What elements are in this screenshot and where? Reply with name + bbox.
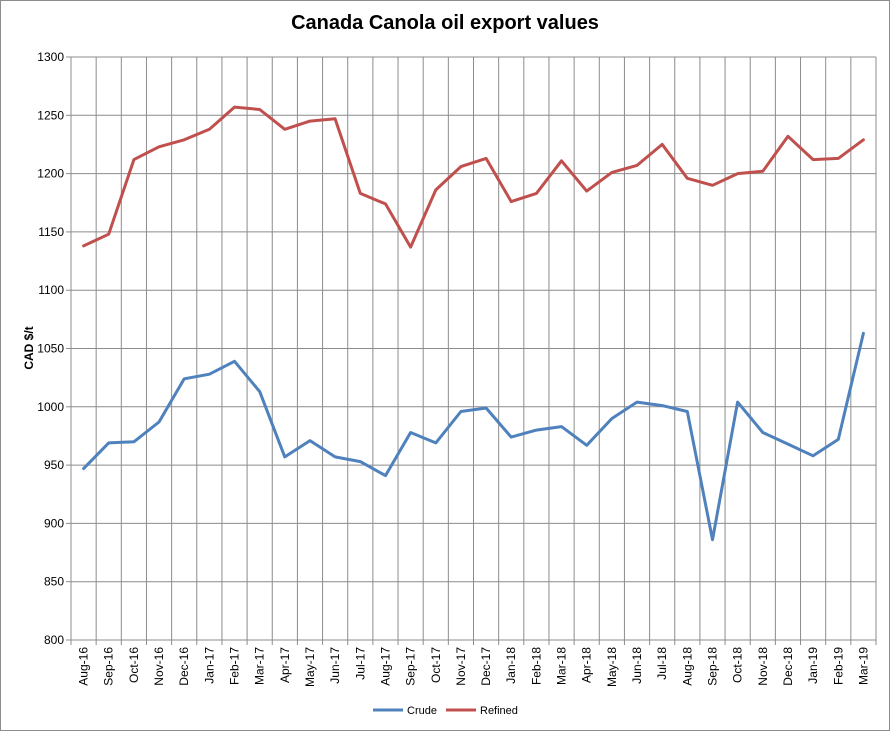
x-tick-label: Feb-18 xyxy=(529,647,543,685)
x-tick-label: May-17 xyxy=(303,647,317,687)
x-tick-label: Nov-18 xyxy=(756,647,770,686)
x-tick-label: May-18 xyxy=(605,647,619,687)
y-tick-label: 900 xyxy=(44,516,64,530)
x-tick-label: Mar-17 xyxy=(253,647,267,685)
series-line-crude xyxy=(82,331,865,542)
y-tick-label: 1050 xyxy=(37,342,64,356)
y-tick-label: 800 xyxy=(44,633,64,647)
y-tick-label: 850 xyxy=(44,575,64,589)
legend-label-crude: Crude xyxy=(407,705,437,717)
x-tick-label: Dec-16 xyxy=(177,647,191,686)
x-tick-label: Dec-18 xyxy=(781,647,795,686)
grid xyxy=(70,56,877,645)
x-tick-label: Aug-18 xyxy=(680,647,694,686)
x-tick-label: Dec-17 xyxy=(479,647,493,686)
x-tick-label: Oct-16 xyxy=(127,647,141,683)
y-tick-label: 1100 xyxy=(38,283,64,297)
x-tick-label: Aug-16 xyxy=(77,647,91,686)
y-tick-label: 1200 xyxy=(37,167,64,181)
x-tick-label: Aug-17 xyxy=(378,647,392,686)
x-tick-label: Feb-19 xyxy=(831,647,845,685)
x-tick-label: Nov-17 xyxy=(454,647,468,686)
x-tick-label: Apr-17 xyxy=(278,647,292,683)
series-line-refined xyxy=(82,105,865,249)
x-tick-label: Mar-18 xyxy=(555,647,569,685)
y-axis-label: CAD $/t xyxy=(22,326,36,369)
x-axis-ticks: Aug-16 Sep-16 Oct-16 Nov-16 Dec-16 Jan-17 Feb-… xyxy=(77,647,871,687)
x-tick-label: Jun-18 xyxy=(630,647,644,684)
x-tick-label: Jan-18 xyxy=(504,647,518,684)
chart-title: Canada Canola oil export values xyxy=(291,12,599,34)
x-tick-label: Jul-18 xyxy=(655,647,669,680)
x-tick-label: Sep-18 xyxy=(705,647,719,686)
x-tick-label: Oct-18 xyxy=(731,647,745,683)
x-tick-label: Jan-19 xyxy=(806,647,820,684)
y-tick-label: 1300 xyxy=(37,50,64,64)
y-axis-ticks: 800 850 900 950 1000 1050 1100 1150 1200 1250 1300 xyxy=(37,50,71,647)
y-tick-label: 1000 xyxy=(37,400,64,414)
x-tick-label: Nov-16 xyxy=(152,647,166,686)
x-tick-label: Oct-17 xyxy=(429,647,443,683)
x-tick-label: Jan-17 xyxy=(202,647,216,684)
x-tick-label: Sep-16 xyxy=(102,647,116,686)
x-tick-label: Mar-19 xyxy=(856,647,870,685)
x-tick-label: Jul-17 xyxy=(353,647,367,680)
legend: Crude Refined xyxy=(373,705,518,717)
x-tick-label: Feb-17 xyxy=(228,647,242,685)
y-tick-label: 1150 xyxy=(38,225,64,239)
x-tick-label: Jun-17 xyxy=(328,647,342,684)
series-lines xyxy=(82,105,865,542)
x-tick-label: Apr-18 xyxy=(580,647,594,683)
legend-label-refined: Refined xyxy=(480,705,518,717)
y-tick-label: 950 xyxy=(44,458,64,472)
y-tick-label: 1250 xyxy=(37,108,64,122)
x-tick-label: Sep-17 xyxy=(404,647,418,686)
